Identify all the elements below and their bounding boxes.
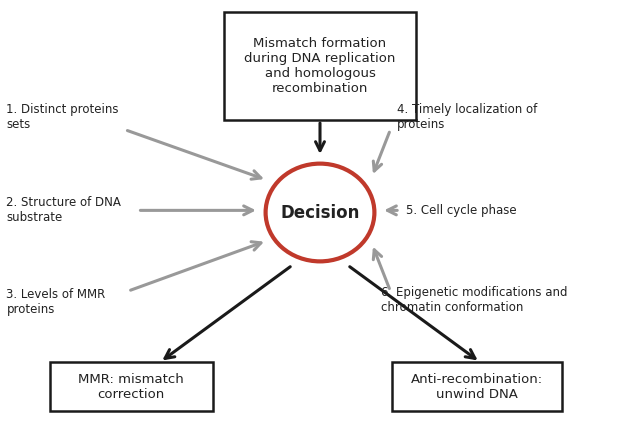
FancyBboxPatch shape — [392, 362, 562, 411]
Text: 2. Structure of DNA
substrate: 2. Structure of DNA substrate — [6, 196, 121, 224]
Text: 5. Cell cycle phase: 5. Cell cycle phase — [406, 204, 517, 217]
Text: 6. Epigenetic modifications and
chromatin conformation: 6. Epigenetic modifications and chromati… — [381, 286, 567, 314]
Text: Decision: Decision — [280, 204, 360, 221]
FancyBboxPatch shape — [50, 362, 212, 411]
Text: MMR: mismatch
correction: MMR: mismatch correction — [78, 373, 184, 401]
Text: Mismatch formation
during DNA replication
and homologous
recombination: Mismatch formation during DNA replicatio… — [244, 37, 396, 95]
FancyBboxPatch shape — [224, 12, 416, 120]
Text: 1. Distinct proteins
sets: 1. Distinct proteins sets — [6, 103, 119, 131]
Text: 3. Levels of MMR
proteins: 3. Levels of MMR proteins — [6, 288, 106, 316]
Text: Anti-recombination:
unwind DNA: Anti-recombination: unwind DNA — [411, 373, 543, 401]
Text: 4. Timely localization of
proteins: 4. Timely localization of proteins — [397, 103, 537, 131]
Ellipse shape — [266, 164, 374, 261]
